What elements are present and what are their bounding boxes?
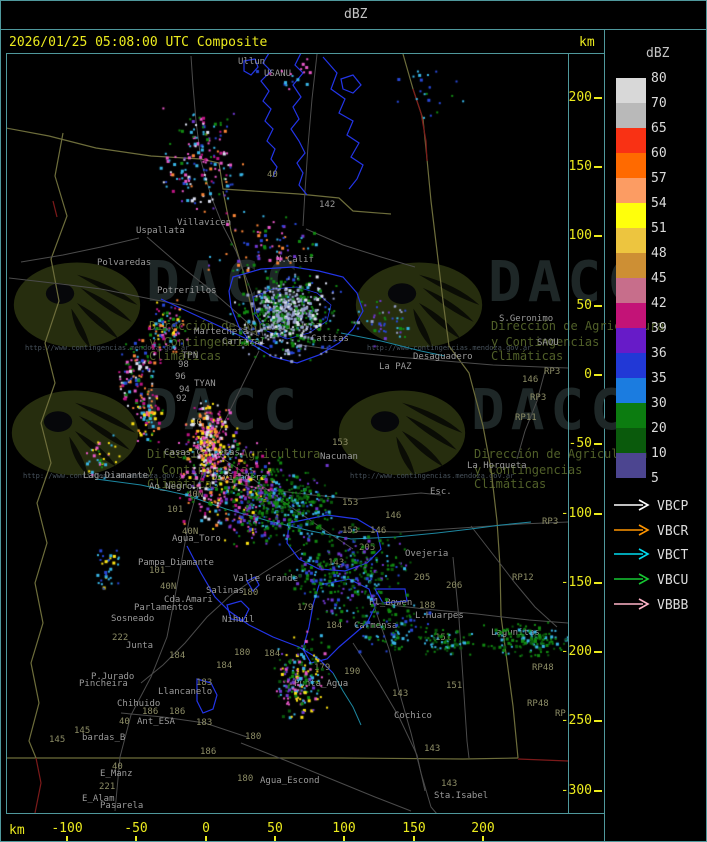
- legend-label: VBCP: [657, 499, 689, 514]
- colorbar-swatch: [616, 278, 646, 303]
- colorbar-value: 39: [651, 321, 667, 336]
- colorbar-value: 30: [651, 396, 667, 411]
- radar-echoes: [7, 54, 568, 813]
- colorbar-value: 80: [651, 71, 667, 86]
- legend-label: VBCR: [657, 523, 689, 539]
- y-tick-mark: [594, 651, 602, 653]
- arrow-icon: [614, 548, 650, 561]
- colorbar-swatch: [616, 128, 646, 153]
- legend-item-vbbb: VBBB: [613, 595, 688, 615]
- y-tick-mark: [594, 374, 602, 376]
- colorbar-value: 70: [651, 96, 667, 111]
- x-tick-mark: [66, 836, 68, 841]
- y-tick-label: 150: [568, 159, 592, 174]
- colorbar-swatch: [616, 153, 646, 178]
- gutter-border-bottom: [569, 813, 605, 814]
- y-tick-mark: [594, 166, 602, 168]
- panel-divider: [604, 29, 605, 841]
- colorbar-swatch: [616, 303, 646, 328]
- colorbar-swatch: [616, 78, 646, 103]
- x-tick-label: -50: [124, 821, 148, 836]
- y-tick-mark: [594, 790, 602, 792]
- colorbar-value: 45: [651, 271, 667, 286]
- colorbar-swatch: [616, 103, 646, 128]
- legend-item-vbcr: VBCR: [613, 521, 688, 541]
- colorbar-swatch: [616, 453, 646, 478]
- title-divider: [1, 29, 706, 30]
- y-tick-label: -150: [560, 575, 592, 590]
- colorbar-swatch: [616, 328, 646, 353]
- y-tick-mark: [594, 443, 602, 445]
- y-tick-label: 0: [584, 367, 592, 382]
- y-tick-mark: [594, 582, 602, 584]
- x-tick-mark: [274, 836, 276, 841]
- x-tick-label: -100: [51, 821, 83, 836]
- arrow-icon: [614, 598, 650, 610]
- y-tick-label: -200: [560, 644, 592, 659]
- page-title: dBZ: [344, 7, 368, 22]
- y-tick-label: 50: [576, 298, 592, 313]
- colorbar-swatch: [616, 253, 646, 278]
- y-tick-label: -50: [568, 436, 592, 451]
- colorbar-swatch: [616, 178, 646, 203]
- legend-item-vbcp: VBCP: [613, 496, 688, 516]
- legend-item-vbct: VBCT: [613, 545, 688, 565]
- colorbar-swatch: [616, 353, 646, 378]
- colorbar-swatch: [616, 378, 646, 403]
- colorbar-swatch: [616, 203, 646, 228]
- colorbar-swatch: [616, 403, 646, 428]
- colorbar-value: 60: [651, 146, 667, 161]
- y-tick-label: -250: [560, 713, 592, 728]
- legend-item-vbcu: VBCU: [613, 570, 688, 590]
- colorbar-value: 65: [651, 121, 667, 136]
- colorbar-value: 57: [651, 171, 667, 186]
- legend-label: VBCT: [657, 548, 689, 564]
- x-tick-mark: [343, 836, 345, 841]
- colorbar-value: 5: [651, 471, 659, 486]
- x-tick-label: 200: [471, 821, 495, 836]
- colorbar-swatch: [616, 228, 646, 253]
- colorbar-value: 51: [651, 221, 667, 236]
- y-tick-label: -300: [560, 783, 592, 798]
- legend-label: VBBB: [657, 597, 689, 613]
- y-tick-mark: [594, 720, 602, 722]
- x-tick-label: 100: [332, 821, 356, 836]
- colorbar-value: 48: [651, 246, 667, 261]
- timestamp: 2026/01/25 05:08:00 UTC Composite: [9, 35, 268, 50]
- y-axis-unit: km: [579, 35, 595, 50]
- x-tick-label: 0: [202, 821, 210, 836]
- y-tick-mark: [594, 513, 602, 515]
- colorbar-swatch: [616, 428, 646, 453]
- y-tick-mark: [594, 97, 602, 99]
- x-tick-mark: [205, 836, 207, 841]
- x-tick-mark: [413, 836, 415, 841]
- arrow-icon: [614, 573, 650, 585]
- colorbar-value: 20: [651, 421, 667, 436]
- radar-map: UllunUSANU40142VillavicenUspallataPolvar…: [6, 53, 569, 814]
- gutter-border-top: [569, 53, 605, 54]
- y-tick-mark: [594, 305, 602, 307]
- x-tick-label: 150: [402, 821, 426, 836]
- x-tick-label: 50: [267, 821, 283, 836]
- y-tick-mark: [594, 235, 602, 237]
- arrow-icon: [614, 523, 650, 536]
- legend-label: VBCU: [657, 573, 689, 589]
- colorbar-value: 35: [651, 371, 667, 386]
- colorbar-value: 36: [651, 346, 667, 361]
- x-tick-mark: [482, 836, 484, 841]
- colorbar-title: dBZ: [646, 46, 670, 61]
- y-tick-label: 100: [568, 228, 592, 243]
- colorbar-value: 42: [651, 296, 667, 311]
- colorbar-value: 54: [651, 196, 667, 211]
- y-tick-label: -100: [560, 506, 592, 521]
- x-axis-unit: km: [9, 823, 25, 838]
- colorbar-value: 10: [651, 446, 667, 461]
- arrow-icon: [614, 499, 650, 511]
- x-tick-mark: [135, 836, 137, 841]
- y-tick-label: 200: [568, 90, 592, 105]
